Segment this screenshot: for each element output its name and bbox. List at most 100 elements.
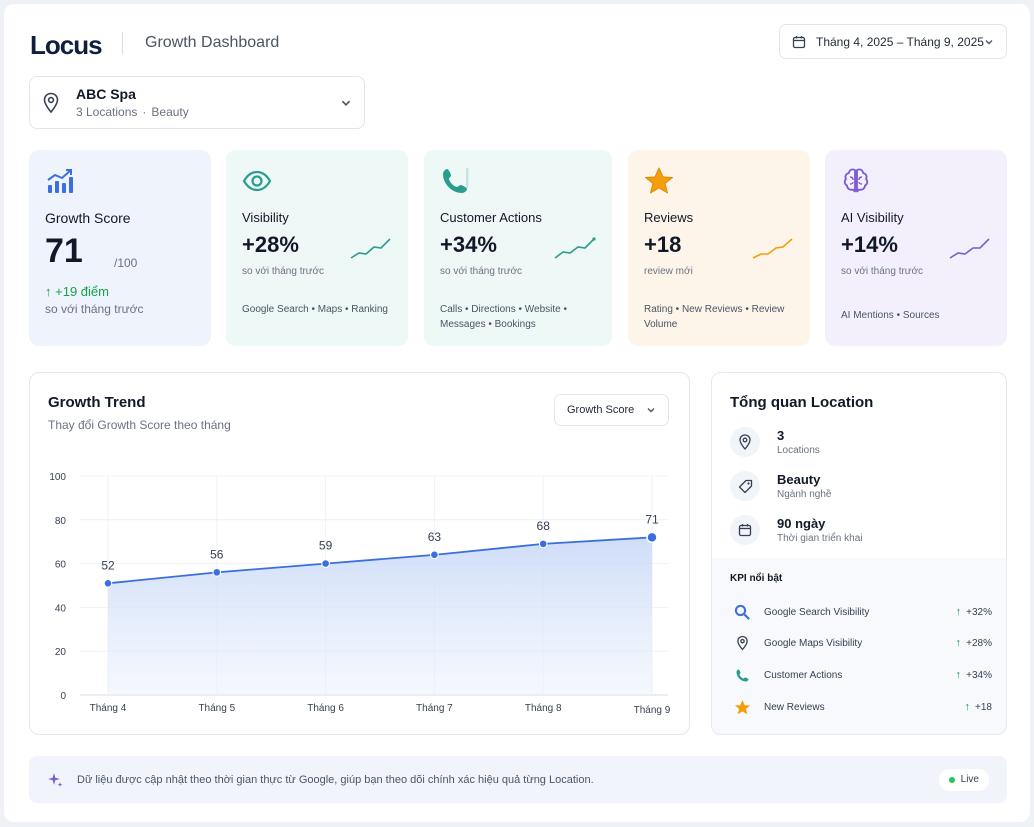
x-tick-label: Tháng 6 — [307, 703, 344, 714]
kpi-row-maps[interactable]: Google Maps Visibility ↑ +28% — [730, 631, 992, 655]
x-tick-label: Tháng 8 — [525, 703, 562, 714]
kpi-row-search[interactable]: Google Search Visibility ↑ +32% — [730, 600, 992, 624]
metric-dropdown[interactable]: Growth Score — [554, 394, 669, 426]
customer-actions-sub: so với tháng trước — [440, 266, 523, 277]
overview-label: Locations — [777, 445, 820, 456]
customer-actions-card[interactable]: Customer Actions +34% so với tháng trước… — [424, 150, 612, 346]
overview-value: Beauty — [777, 472, 821, 487]
visibility-value: +28% — [242, 232, 299, 257]
arrow-up-icon: ↑ — [955, 669, 962, 681]
data-label: 63 — [428, 530, 442, 544]
growth-score-delta: ↑ +19 điểm — [45, 284, 109, 299]
y-tick-label: 100 — [49, 472, 66, 483]
kpi-label: Customer Actions — [764, 669, 843, 681]
area-fill — [108, 537, 652, 695]
series-line — [107, 536, 653, 585]
logo[interactable]: Locus — [30, 30, 103, 60]
map-pin-icon — [730, 631, 754, 655]
kpi-label: New Reviews — [764, 701, 825, 713]
eye-icon — [242, 170, 272, 192]
sparkline — [554, 237, 596, 259]
growth-trend-panel: Growth Trend Thay đổi Growth Score theo … — [29, 372, 690, 735]
arrow-up-icon: ↑ — [955, 637, 962, 649]
live-badge: Live — [938, 768, 989, 791]
kpi-label: Google Search Visibility — [764, 606, 870, 618]
location-overview-panel: Tổng quan Location 3 Locations Beauty Ng… — [711, 372, 1007, 735]
kpi-value: ↑ +32% — [955, 606, 992, 618]
x-tick-label: Tháng 9 — [634, 705, 671, 716]
kpi-value: ↑ +28% — [955, 637, 992, 649]
date-range-picker[interactable]: Tháng 4, 2025 – Tháng 9, 2025 — [779, 24, 1007, 59]
calendar-icon — [792, 35, 806, 48]
card-title: AI Visibility — [841, 210, 904, 225]
y-tick-label: 0 — [60, 691, 66, 702]
arrow-up-icon: ↑ — [955, 606, 962, 618]
live-label: Live — [960, 774, 979, 785]
phone-icon — [443, 168, 469, 193]
ai-visibility-card[interactable]: AI Visibility +14% so với tháng trước AI… — [825, 150, 1007, 346]
growth-chart-icon — [47, 169, 73, 193]
visibility-foot: Google Search • Maps • Ranking — [242, 304, 388, 315]
chevron-down-icon — [985, 39, 993, 44]
data-point — [646, 531, 658, 544]
location-selector[interactable]: ABC Spa 3 Locations · Beauty — [29, 76, 365, 129]
realtime-message: Dữ liệu được cập nhật theo thời gian thự… — [77, 773, 594, 786]
star-icon — [730, 695, 754, 719]
calendar-icon — [730, 515, 760, 545]
growth-trend-title: Growth Trend — [48, 394, 146, 411]
page-title: Growth Dashboard — [145, 34, 280, 51]
y-tick-label: 80 — [55, 516, 67, 527]
data-point — [212, 568, 222, 577]
overview-row-industry: Beauty Ngành nghề — [730, 471, 832, 501]
card-title: Customer Actions — [440, 210, 542, 225]
location-count: 3 Locations — [76, 105, 138, 119]
data-label: 59 — [319, 539, 333, 553]
dashboard-page: Locus Growth Dashboard Tháng 4, 2025 – T… — [4, 4, 1030, 822]
customer-actions-foot: Calls • Directions • Website • Messages … — [440, 304, 568, 330]
y-tick-label: 20 — [55, 647, 67, 658]
visibility-card[interactable]: Visibility +28% so với tháng trước Googl… — [226, 150, 408, 346]
growth-score-card[interactable]: Growth Score 71 /100 ↑ +19 điểm so với t… — [29, 150, 211, 346]
data-point — [538, 539, 548, 549]
data-label: 68 — [537, 519, 551, 533]
date-range-label: Tháng 4, 2025 – Tháng 9, 2025 — [816, 34, 984, 49]
overview-value: 3 — [777, 428, 785, 443]
x-tick-label: Tháng 5 — [198, 703, 235, 714]
kpi-value: ↑ +34% — [955, 669, 992, 681]
ai-visibility-foot: AI Mentions • Sources — [841, 310, 940, 321]
kpi-row-reviews[interactable]: New Reviews ↑ +18 — [730, 695, 992, 719]
data-point — [430, 550, 439, 560]
star-icon — [645, 167, 673, 194]
separator-dot: · — [142, 105, 147, 119]
card-title: Reviews — [644, 210, 694, 225]
location-category: Beauty — [151, 105, 189, 119]
data-point — [321, 559, 330, 568]
growth-score-max: /100 — [114, 256, 138, 270]
location-name: ABC Spa — [76, 86, 136, 102]
kpi-row-actions[interactable]: Customer Actions ↑ +34% — [730, 663, 992, 687]
overview-value: 90 ngày — [777, 516, 826, 531]
kpi-highlights: KPI nổi bật Google Search Visibility ↑ +3… — [712, 558, 1006, 734]
data-label: 52 — [101, 558, 115, 572]
overview-label: Thời gian triển khai — [777, 533, 863, 544]
data-point — [103, 579, 113, 588]
reviews-sub: review mới — [644, 266, 693, 277]
header-divider — [122, 32, 123, 54]
card-title: Growth Score — [45, 210, 131, 226]
growth-trend-subtitle: Thay đổi Growth Score theo tháng — [48, 418, 231, 432]
location-pin-icon — [730, 427, 760, 457]
kpi-highlights-title: KPI nổi bật — [730, 573, 783, 584]
arrow-up-icon: ↑ — [45, 284, 56, 299]
chevron-down-icon — [647, 408, 655, 413]
brain-icon — [843, 168, 869, 193]
sparkle-icon — [48, 772, 63, 787]
reviews-value: +18 — [644, 232, 682, 257]
ai-visibility-value: +14% — [841, 232, 898, 257]
kpi-label: Google Maps Visibility — [764, 637, 863, 649]
location-overview-title: Tổng quan Location — [730, 394, 874, 411]
reviews-card[interactable]: Reviews +18 review mới Rating • New Revi… — [628, 150, 810, 346]
customer-actions-value: +34% — [440, 232, 497, 257]
card-title: Visibility — [242, 210, 289, 225]
growth-score-delta-sub: so với tháng trước — [45, 302, 144, 316]
sparkline — [350, 238, 391, 259]
